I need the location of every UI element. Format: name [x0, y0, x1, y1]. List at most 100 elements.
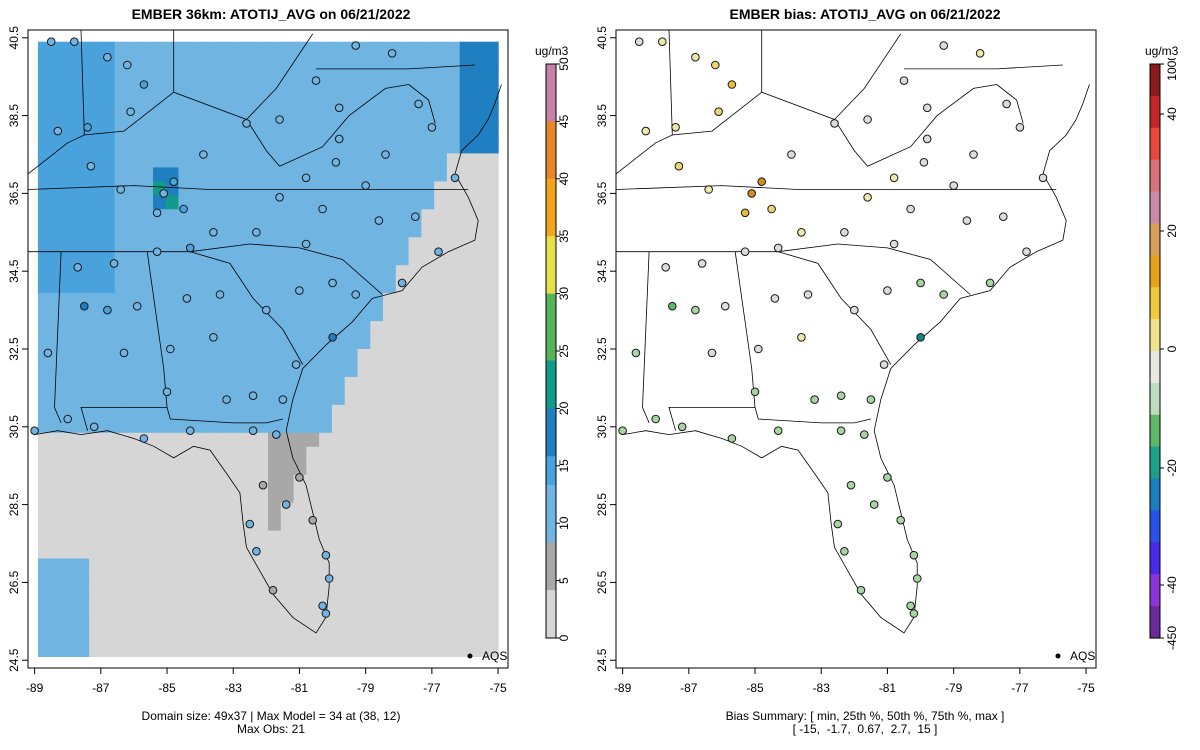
bias-marker	[922, 103, 932, 113]
grid-cell	[268, 460, 282, 476]
lat-tick-label: 38.5	[595, 104, 609, 128]
grid-cell	[446, 432, 461, 448]
grid-cell	[408, 390, 422, 406]
grid-cell	[229, 223, 244, 238]
grid-cell	[421, 516, 435, 532]
grid-cell	[331, 446, 346, 462]
grid-cell	[255, 97, 269, 113]
state-border	[778, 251, 892, 365]
grid-cell	[459, 307, 474, 322]
grid-cell	[114, 530, 128, 546]
bias-marker	[674, 161, 684, 171]
colorbar-swatch	[546, 360, 556, 371]
grid-cell	[434, 335, 448, 350]
bias-marker	[836, 426, 846, 436]
grid-cell	[178, 55, 192, 71]
grid-cell	[101, 335, 116, 350]
grid-cell	[306, 600, 320, 616]
grid-cell	[446, 83, 461, 99]
grid-cell	[434, 502, 448, 518]
colorbar-swatch	[546, 618, 556, 630]
grid-cell	[485, 195, 499, 210]
grid-cell	[472, 572, 486, 588]
grid-cell	[306, 55, 320, 71]
grid-cell	[50, 460, 65, 476]
grid-cell	[319, 349, 333, 364]
grid-cell	[357, 446, 371, 462]
grid-cell	[268, 376, 282, 392]
bias-marker	[840, 228, 849, 237]
station-marker	[331, 158, 341, 167]
grid-cell	[50, 307, 65, 322]
grid-cell	[153, 404, 167, 420]
grid-cell	[229, 55, 244, 71]
grid-cell	[101, 153, 116, 168]
grid-cell	[50, 558, 65, 574]
grid-cell	[383, 279, 397, 294]
grid-cell	[191, 279, 205, 294]
grid-cell	[89, 614, 103, 629]
station-marker	[318, 204, 327, 214]
grid-cell	[89, 642, 103, 657]
grid-cell	[101, 97, 116, 113]
grid-cell	[319, 167, 333, 182]
colorbar-tick-label: 40	[1165, 107, 1179, 121]
grid-cell	[191, 488, 205, 504]
grid-cell	[459, 181, 474, 196]
grid-cell	[101, 558, 116, 574]
colorbar-swatch	[546, 140, 556, 151]
station-marker	[152, 247, 162, 256]
grid-cell	[242, 153, 256, 168]
grid-cell	[191, 516, 205, 532]
grid-cell	[191, 125, 205, 141]
grid-cell	[344, 390, 359, 406]
grid-cell	[178, 139, 192, 155]
grid-cell	[255, 376, 269, 392]
grid-cell	[383, 97, 397, 113]
grid-cell	[459, 460, 474, 476]
grid-cell	[446, 614, 461, 629]
grid-cell	[255, 432, 269, 448]
grid-cell	[459, 474, 474, 490]
grid-cell	[114, 376, 128, 392]
colorbar-swatch	[1150, 191, 1160, 225]
grid-cell	[434, 111, 448, 127]
grid-cell	[153, 349, 167, 364]
grid-cell	[306, 558, 320, 574]
boundaries	[615, 29, 1090, 634]
grid-cell	[242, 251, 256, 266]
grid-cell	[293, 55, 307, 71]
lat-tick-label: 24.5	[7, 648, 21, 672]
grid-cell	[89, 209, 103, 224]
grid-cell	[37, 293, 52, 308]
grid-cell	[459, 488, 474, 504]
station-points	[618, 37, 1048, 618]
grid-cell	[140, 321, 154, 336]
grid-cell	[344, 572, 359, 588]
grid-cell	[293, 139, 307, 155]
grid-cell	[216, 530, 231, 546]
bias-marker	[906, 204, 915, 214]
grid-cell	[472, 432, 486, 448]
grid-cell	[306, 544, 320, 560]
grid-cell	[76, 446, 90, 462]
grid-cell	[89, 390, 103, 406]
grid-cell	[370, 139, 384, 155]
grid-cell	[319, 83, 333, 99]
legend-label: AQS	[1070, 649, 1095, 663]
station-marker	[318, 601, 327, 611]
grid-cell	[229, 41, 244, 57]
colorbar-swatch	[546, 370, 556, 381]
grid-cell	[216, 69, 231, 85]
bias-marker	[1015, 123, 1025, 132]
grid-cell	[434, 321, 448, 336]
grid-cell	[101, 293, 116, 308]
grid-cell	[434, 544, 448, 560]
grid-cell	[191, 390, 205, 406]
grid-cell	[204, 83, 218, 99]
grid-cell	[395, 488, 410, 504]
grid-cell	[268, 69, 282, 85]
bias-marker	[1022, 247, 1031, 256]
grid-cell	[306, 418, 320, 434]
grid-cell	[204, 544, 218, 560]
